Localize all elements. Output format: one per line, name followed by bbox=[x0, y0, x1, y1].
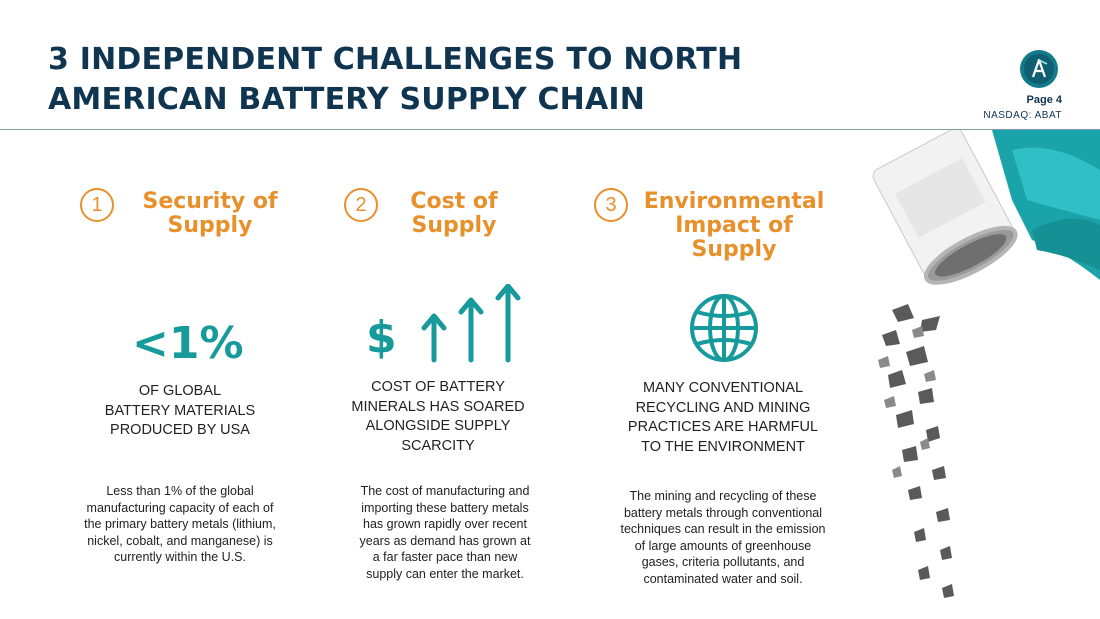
caption-line: MANY CONVENTIONAL bbox=[642, 380, 804, 396]
caption-line: PRACTICES ARE HARMFUL bbox=[627, 419, 819, 435]
page-title: 3 INDEPENDENT CHALLENGES TO NORTH AMERIC… bbox=[48, 40, 868, 120]
description-line: battery metals through conventional bbox=[623, 505, 823, 520]
challenge-description: Less than 1% of the global manufacturing… bbox=[60, 483, 300, 566]
description-line: manufacturing capacity of each of bbox=[86, 500, 274, 515]
caption-line: TO THE ENVIRONMENT bbox=[641, 438, 805, 455]
caption-line: ALONGSIDE SUPPLY bbox=[365, 418, 511, 434]
challenge-description: The cost of manufacturing and importing … bbox=[330, 483, 560, 582]
rising-arrows-icon bbox=[421, 284, 521, 363]
stat-caption: OF GLOBAL BATTERY MATERIALS PRODUCED BY … bbox=[80, 382, 280, 441]
description-line: The cost of manufacturing and bbox=[360, 484, 530, 498]
caption-line: SCARCITY bbox=[401, 437, 475, 454]
challenge-heading-1: Security of Supply bbox=[130, 190, 290, 238]
heading-line: Supply bbox=[691, 237, 777, 262]
description-line: a far faster pace than new bbox=[372, 550, 518, 564]
stat-caption: MANY CONVENTIONAL RECYCLING AND MINING P… bbox=[612, 379, 834, 457]
abat-logo-icon bbox=[1020, 50, 1058, 88]
challenge-description: The mining and recycling of these batter… bbox=[588, 488, 858, 587]
caption-line: COST OF BATTERY bbox=[371, 379, 505, 395]
powder-pouring-photo bbox=[872, 130, 1100, 598]
heading-line: Supply bbox=[411, 213, 497, 238]
globe-icon bbox=[690, 294, 758, 362]
header-divider bbox=[0, 129, 1100, 130]
page-number: Page 4 bbox=[1026, 94, 1062, 106]
ticker-label: NASDAQ: ABAT bbox=[983, 110, 1062, 121]
description-line: nickel, cobalt, and manganese) is bbox=[87, 533, 273, 548]
title-line-2: AMERICAN BATTERY SUPPLY CHAIN bbox=[48, 82, 646, 117]
description-line: supply can enter the market. bbox=[366, 566, 524, 581]
number-badge-3: 3 bbox=[594, 188, 628, 222]
heading-line: Cost of bbox=[410, 189, 498, 214]
caption-line: OF GLOBAL bbox=[138, 383, 222, 399]
description-line: has grown rapidly over recent bbox=[363, 517, 527, 531]
challenge-heading-2: Cost of Supply bbox=[384, 190, 524, 238]
description-line: gases, criteria pollutants, and bbox=[641, 555, 805, 569]
description-line: techniques can result in the emission bbox=[620, 522, 826, 536]
heading-line: Impact of bbox=[675, 213, 793, 238]
caption-line: BATTERY MATERIALS bbox=[104, 402, 256, 419]
description-line: years as demand has grown at bbox=[359, 533, 531, 548]
description-line: importing these battery metals bbox=[361, 500, 529, 515]
stat-caption: COST OF BATTERY MINERALS HAS SOARED ALON… bbox=[338, 378, 538, 456]
caption-line: PRODUCED BY USA bbox=[110, 422, 250, 438]
dollar-icon: $ bbox=[366, 312, 397, 363]
description-line: of large amounts of greenhouse bbox=[634, 538, 812, 553]
number-badge-1: 1 bbox=[80, 188, 114, 222]
challenge-heading-3: Environmental Impact of Supply bbox=[636, 190, 832, 262]
heading-line: Environmental bbox=[643, 189, 825, 214]
caption-line: MINERALS HAS SOARED bbox=[351, 398, 525, 415]
caption-line: RECYCLING AND MINING bbox=[635, 399, 811, 416]
description-line: contaminated water and soil. bbox=[643, 571, 803, 586]
stat-value: <1% bbox=[132, 318, 244, 369]
heading-line: Supply bbox=[167, 213, 253, 238]
title-line-1: 3 INDEPENDENT CHALLENGES TO NORTH bbox=[48, 42, 743, 77]
description-line: currently within the U.S. bbox=[114, 550, 246, 564]
description-line: Less than 1% of the global bbox=[106, 484, 254, 498]
description-line: The mining and recycling of these bbox=[629, 489, 817, 503]
number-badge-2: 2 bbox=[344, 188, 378, 222]
heading-line: Security of bbox=[142, 189, 278, 214]
description-line: the primary battery metals (lithium, bbox=[84, 517, 276, 531]
